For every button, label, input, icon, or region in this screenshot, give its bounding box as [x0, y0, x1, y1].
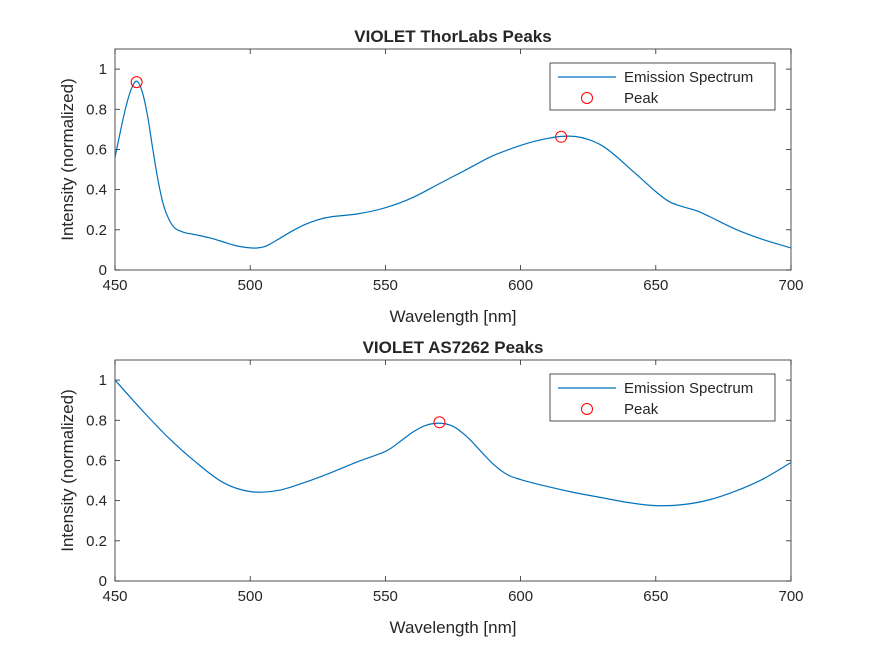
y-tick-label: 0.6 — [86, 141, 107, 158]
x-tick-label: 500 — [238, 588, 263, 605]
x-tick-label: 650 — [643, 588, 668, 605]
y-tick-label: 0 — [99, 262, 107, 279]
legend-label: Emission Spectrum — [624, 69, 753, 86]
x-tick-label: 550 — [373, 277, 398, 294]
legend-label: Peak — [624, 90, 659, 107]
y-tick-label: 1 — [99, 61, 107, 78]
legend-marker-swatch — [581, 403, 593, 415]
legend: Emission Spectrum Peak — [549, 373, 776, 422]
legend-label: Emission Spectrum — [624, 380, 753, 397]
y-tick-label: 0.4 — [86, 182, 107, 199]
x-axis-label: Wavelength [nm] — [390, 618, 517, 637]
y-tick-label: 0.6 — [86, 452, 107, 469]
y-tick-label: 0.2 — [86, 533, 107, 550]
legend-box — [549, 62, 776, 111]
legend-label: Peak — [624, 401, 659, 418]
x-tick-label: 600 — [508, 588, 533, 605]
x-tick-label: 550 — [373, 588, 398, 605]
peak-marker — [130, 76, 143, 89]
x-tick-label: 600 — [508, 277, 533, 294]
y-tick-label: 0 — [99, 573, 107, 590]
emission-spectrum-line — [114, 80, 792, 249]
peak-marker — [433, 416, 446, 429]
y-axis-label: Intensity (normalized) — [58, 78, 77, 241]
chart-as7262: 450 500 550 600 650 700 0 0.2 0.4 0.6 0.8 1 VIOLET A… — [58, 338, 804, 637]
legend-box — [549, 373, 776, 422]
x-tick-label: 700 — [778, 588, 803, 605]
chart-title: VIOLET AS7262 Peaks — [363, 338, 544, 357]
chart-title: VIOLET ThorLabs Peaks — [354, 27, 551, 46]
y-axis-label: Intensity (normalized) — [58, 389, 77, 552]
legend: Emission Spectrum Peak — [549, 62, 776, 111]
chart-thorlabs: 450 500 550 600 650 700 0 0.2 0.4 0.6 0.8 1 VIOLET T… — [58, 27, 804, 326]
x-tick-label: 500 — [238, 277, 263, 294]
legend-marker-swatch — [581, 92, 593, 104]
x-axis-label: Wavelength [nm] — [390, 307, 517, 326]
emission-spectrum-line — [114, 379, 792, 507]
peak-marker — [555, 130, 568, 143]
y-tick-label: 0.4 — [86, 493, 107, 510]
y-tick-label: 1 — [99, 372, 107, 389]
y-tick-label: 0.8 — [86, 101, 107, 118]
y-tick-label: 0.8 — [86, 412, 107, 429]
x-tick-label: 450 — [102, 588, 127, 605]
x-tick-label: 650 — [643, 277, 668, 294]
x-tick-label: 700 — [778, 277, 803, 294]
y-tick-label: 0.2 — [86, 222, 107, 239]
x-tick-label: 450 — [102, 277, 127, 294]
